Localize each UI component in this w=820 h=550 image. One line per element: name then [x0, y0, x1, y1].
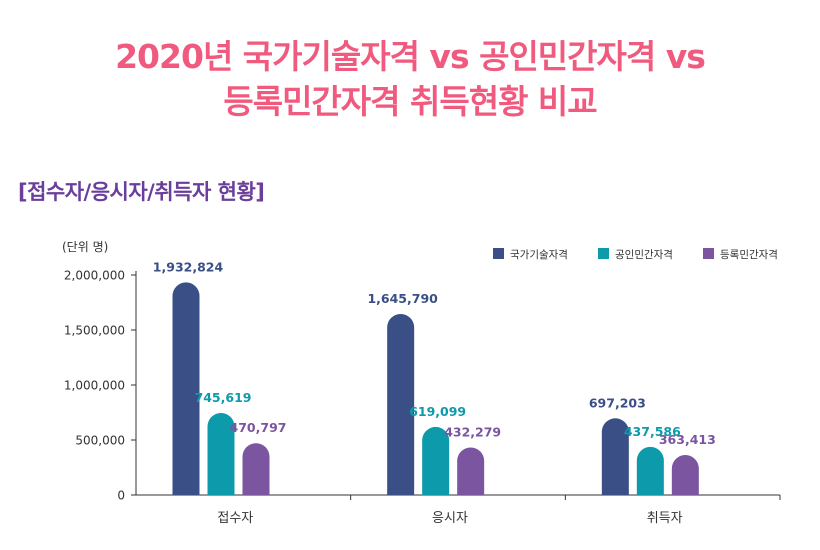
unit-label: (단위 명) — [62, 240, 108, 254]
bar — [207, 412, 235, 495]
bar — [422, 426, 450, 495]
y-tick-label: 500,000 — [75, 434, 125, 448]
bar — [172, 282, 200, 495]
legend-label: 등록민간자격 — [720, 248, 778, 261]
bar — [242, 443, 270, 495]
chart-title-line-1: 2020년 국가기술자격 vs 공인민간자격 vs — [115, 37, 706, 76]
legend-label: 공인민간자격 — [615, 248, 673, 261]
legend-label: 국가기술자격 — [510, 248, 568, 261]
y-tick-label: 0 — [117, 489, 125, 503]
bar — [601, 418, 629, 495]
bar — [636, 446, 664, 495]
y-tick-label: 2,000,000 — [64, 269, 125, 283]
legend-swatch — [598, 248, 609, 259]
x-tick-label: 취득자 — [647, 511, 683, 526]
legend-swatch — [703, 248, 714, 259]
data-label: 432,279 — [444, 424, 501, 439]
y-tick-label: 1,500,000 — [64, 324, 125, 338]
legend-swatch — [493, 248, 504, 259]
chart-subtitle: [접수자/응시자/취득자 현황] — [18, 180, 265, 204]
data-label: 437,586 — [624, 424, 681, 439]
chart-title: 2020년 국가기술자격 vs 공인민간자격 vs 등록민간자격 취득현황 비교 — [0, 34, 820, 124]
bar — [457, 447, 485, 495]
bar — [387, 313, 415, 495]
data-label: 697,203 — [589, 395, 646, 410]
data-label: 470,797 — [230, 420, 287, 435]
bar — [671, 455, 699, 495]
x-tick-label: 응시자 — [432, 511, 468, 526]
data-label: 1,932,824 — [153, 259, 224, 274]
x-tick-label: 접수자 — [217, 511, 253, 526]
chart-title-line-2: 등록민간자격 취득현황 비교 — [223, 82, 597, 121]
data-label: 619,099 — [409, 404, 466, 419]
data-label: 745,619 — [195, 390, 252, 405]
y-tick-label: 1,000,000 — [64, 379, 125, 393]
data-label: 363,413 — [659, 432, 716, 447]
data-label: 1,645,790 — [367, 291, 438, 306]
